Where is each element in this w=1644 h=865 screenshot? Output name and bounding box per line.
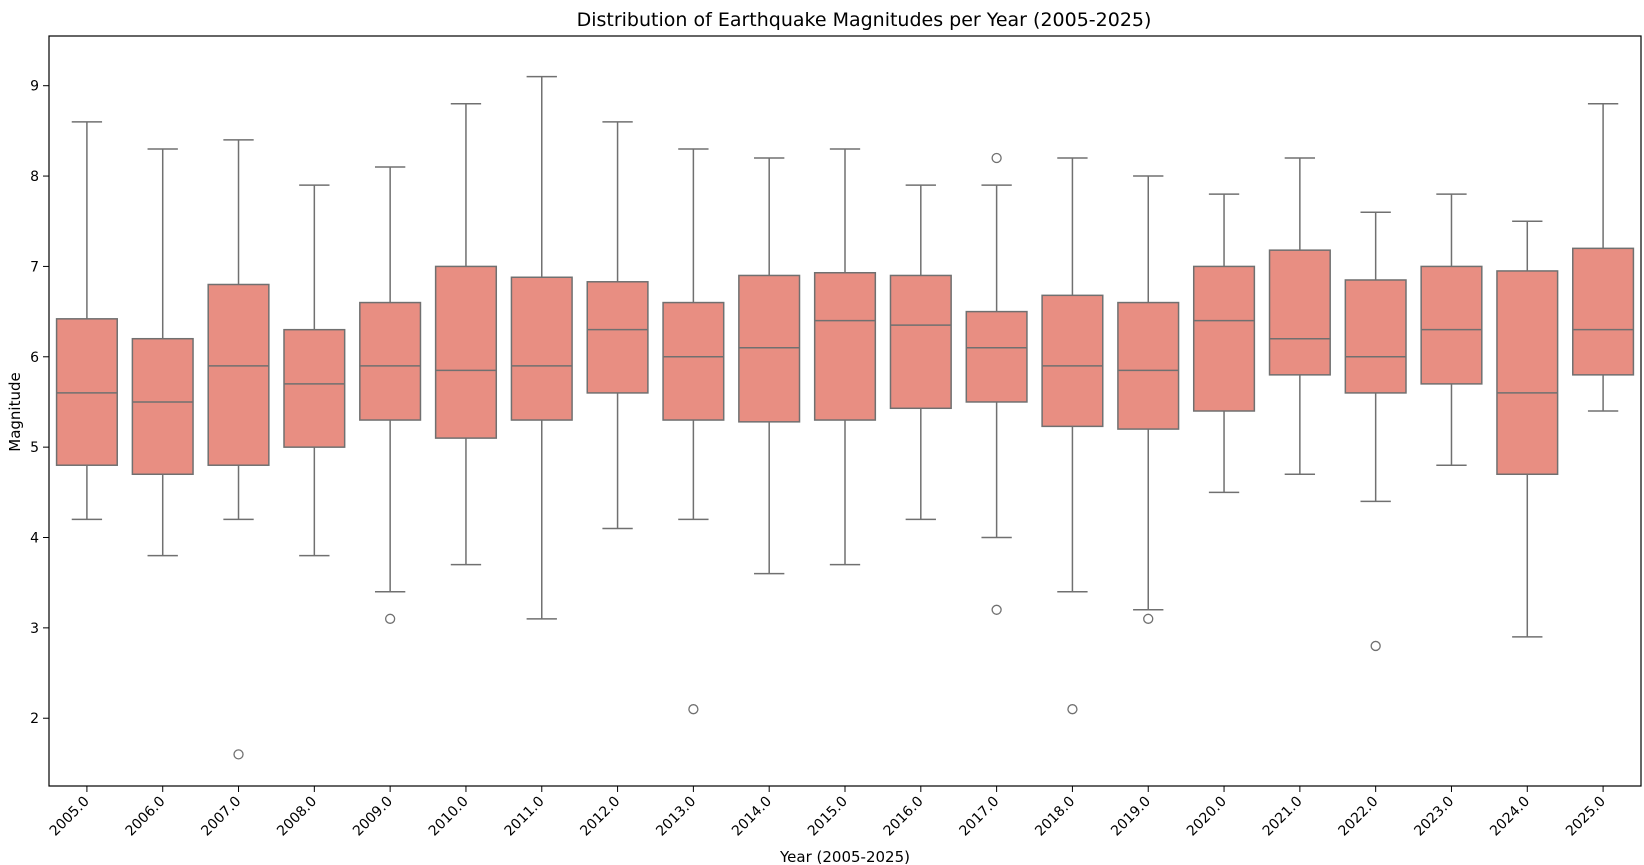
box-body: [359, 301, 422, 421]
x-axis-label: Year (2005-2025): [779, 848, 910, 865]
outlier-point: [991, 152, 1002, 164]
box-body: [1496, 270, 1559, 476]
box-2006.0: [131, 148, 194, 557]
y-tick-label: 6: [30, 350, 39, 366]
y-tick-label: 3: [30, 621, 39, 637]
outlier-point: [991, 604, 1002, 615]
box-2014.0: [738, 157, 801, 575]
y-tick-label: 5: [30, 440, 39, 456]
box-body: [965, 310, 1028, 403]
box-2015.0: [813, 148, 877, 566]
box-2024.0: [1496, 220, 1559, 638]
x-tick-label: 2008.0: [274, 794, 320, 840]
plot-area: 2 3 4 5 6 7 8 9 2005.0 2006.0 2007.0 2008.0 2009.0 20…: [30, 75, 1635, 840]
x-tick-label: 2015.0: [805, 794, 851, 840]
box-body: [207, 283, 270, 466]
box-body: [434, 265, 498, 439]
box-2016.0: [889, 184, 952, 521]
y-tick-label: 9: [30, 79, 39, 95]
x-tick-label: 2005.0: [47, 794, 93, 840]
box-2010.0: [434, 103, 498, 566]
box-body: [1192, 265, 1256, 412]
plot-frame: [48, 35, 1642, 787]
box-2020.0: [1192, 193, 1256, 494]
x-tick-label: 2016.0: [881, 794, 927, 840]
box-2012.0: [586, 121, 649, 530]
box-body: [813, 271, 877, 421]
x-tick-label: 2009.0: [350, 794, 396, 840]
x-tick-label: 2020.0: [1184, 794, 1230, 840]
x-tick-label: 2006.0: [123, 794, 169, 840]
outlier-point: [688, 704, 699, 715]
box-body: [1117, 301, 1180, 430]
box-body: [1572, 247, 1635, 376]
box-2018.0: [1041, 157, 1104, 715]
chart-title: Distribution of Earthquake Magnitudes pe…: [577, 9, 1152, 31]
box-body: [662, 301, 725, 421]
box-body: [510, 276, 573, 421]
box-2005.0: [55, 121, 118, 521]
x-tick-label: 2012.0: [577, 794, 623, 840]
x-tick-label: 2013.0: [653, 794, 699, 840]
x-tick-label: 2010.0: [426, 794, 472, 840]
x-tick-label: 2024.0: [1487, 794, 1533, 840]
box-body: [131, 337, 194, 476]
x-tick-label: 2021.0: [1260, 794, 1306, 840]
box-2008.0: [283, 184, 346, 557]
y-tick-label: 7: [30, 259, 39, 275]
x-tick-label: 2019.0: [1108, 794, 1154, 840]
x-tick-label: 2011.0: [502, 794, 548, 840]
box-2021.0: [1268, 157, 1331, 476]
box-2009.0: [359, 166, 422, 624]
box-body: [1268, 249, 1331, 376]
box-body: [283, 328, 346, 448]
outlier-point: [1370, 640, 1381, 652]
box-2025.0: [1572, 103, 1635, 412]
y-tick-label: 8: [30, 169, 39, 185]
box-2022.0: [1344, 211, 1407, 652]
x-tick-label: 2025.0: [1563, 794, 1609, 840]
box-body: [55, 318, 118, 466]
box-body: [738, 274, 801, 423]
y-axis-label: Magnitude: [6, 372, 24, 451]
outlier-point: [1067, 704, 1078, 715]
x-tick-label: 2017.0: [956, 794, 1002, 840]
box-2011.0: [510, 75, 573, 620]
box-2007.0: [207, 139, 270, 760]
outlier-point: [384, 613, 396, 624]
box-2023.0: [1420, 193, 1483, 466]
x-tick-label: 2023.0: [1411, 794, 1457, 840]
box-2017.0: [965, 152, 1028, 615]
x-tick-label: 2022.0: [1336, 794, 1382, 840]
box-body: [889, 274, 952, 410]
box-2013.0: [662, 148, 725, 715]
box-body: [586, 281, 649, 394]
box-2019.0: [1117, 175, 1180, 624]
outlier-point: [233, 749, 244, 760]
y-tick-label: 2: [30, 711, 39, 727]
x-tick-label: 2007.0: [198, 794, 244, 840]
outlier-point: [1143, 613, 1154, 624]
y-tick-label: 4: [30, 531, 39, 547]
x-tick-label: 2018.0: [1032, 794, 1078, 840]
box-body: [1420, 265, 1483, 385]
box-body: [1041, 294, 1104, 428]
box-body: [1344, 279, 1407, 394]
x-tick-label: 2014.0: [729, 794, 775, 840]
